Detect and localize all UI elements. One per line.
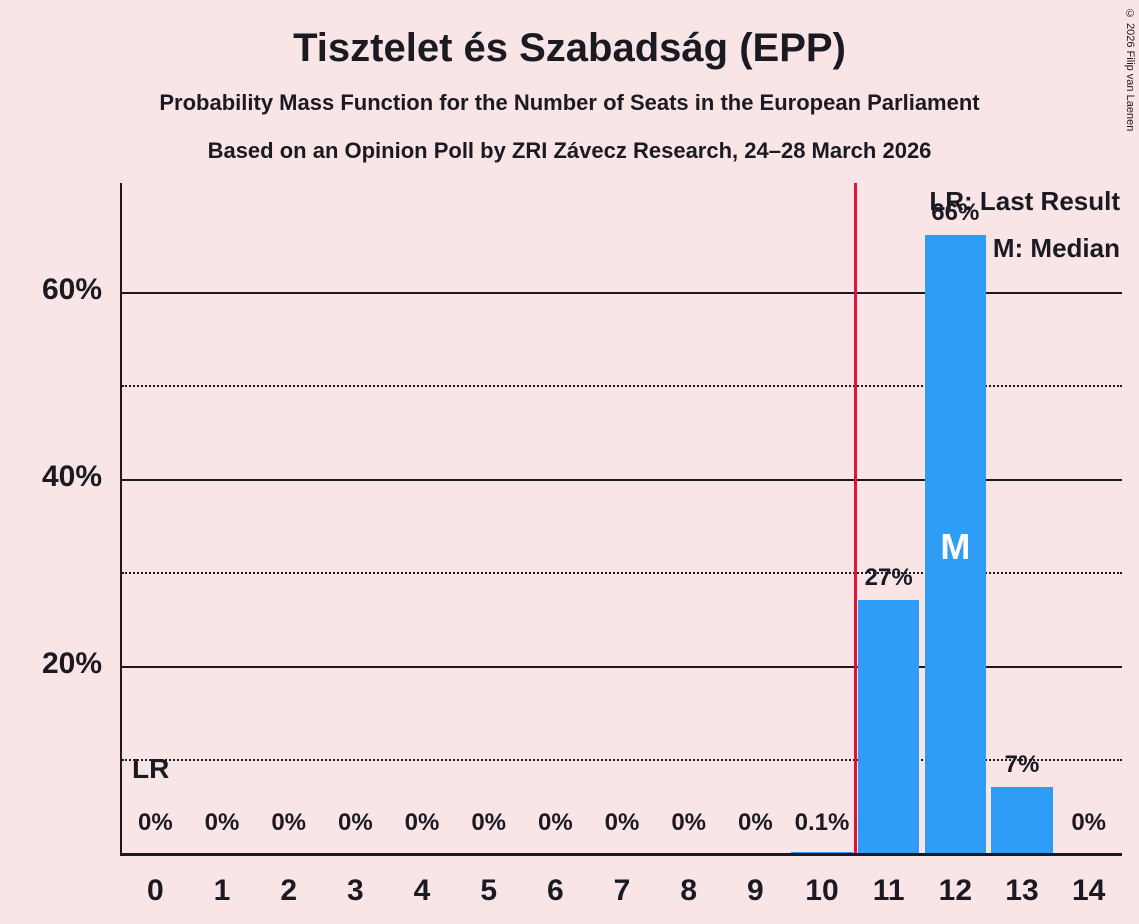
chart-poll-source: Based on an Opinion Poll by ZRI Závecz R… xyxy=(207,138,932,163)
x-axis-tick-label: 0 xyxy=(146,874,164,907)
x-axis-tick-label: 11 xyxy=(872,874,905,907)
x-axis-tick-label: 10 xyxy=(805,874,839,907)
x-axis-tick-label: 7 xyxy=(613,874,631,907)
last-result-label: LR xyxy=(132,753,170,784)
gridline-40pct xyxy=(122,478,1122,481)
bar-value-label: 27% xyxy=(864,564,913,591)
bar-value-label: 0% xyxy=(204,809,240,836)
bar-value-label: 0% xyxy=(471,809,506,836)
y-axis-tick-label: 60% xyxy=(41,272,102,306)
bar-value-label: 0% xyxy=(537,809,573,836)
x-axis-tick-label: 9 xyxy=(746,874,764,907)
x-axis-tick-label: 6 xyxy=(546,874,564,907)
bar-value-label: 66% xyxy=(931,199,980,226)
legend-last-result: LR: Last Result xyxy=(929,186,1120,216)
bar-seats-12 xyxy=(924,235,987,853)
bar-value-label: 0% xyxy=(671,809,706,836)
x-axis-tick-label: 14 xyxy=(1071,874,1106,907)
median-marker: M xyxy=(940,526,971,568)
chart-title: Tisztelet és Szabadság (EPP) xyxy=(293,26,846,70)
gridline-50pct xyxy=(122,385,1122,388)
x-axis-tick-label: 4 xyxy=(413,874,431,907)
legend-median: M: Median xyxy=(992,233,1120,263)
bar-seats-11 xyxy=(857,600,920,853)
x-axis-tick-label: 5 xyxy=(480,874,497,907)
last-result-line xyxy=(853,183,857,853)
plot-area: 0% 0 0% 1 0% 2 0% 3 0% 4 0% 5 0% 6 0% 7 0% 8 0% 9 0.1% 10 27% 1… xyxy=(120,183,1122,907)
bar-value-label: 0% xyxy=(404,809,440,836)
bar-value-label: 0% xyxy=(137,809,173,836)
bar-value-label: 0.1% xyxy=(794,809,850,836)
bar-seats-13 xyxy=(991,787,1053,853)
x-axis-tick-label: 13 xyxy=(1005,874,1039,907)
bar-value-label: 0% xyxy=(737,809,773,836)
bar-value-label: 0% xyxy=(337,809,373,836)
x-axis-tick-label: 1 xyxy=(213,874,231,907)
x-axis-tick-label: 2 xyxy=(280,874,297,907)
bar-value-label: 7% xyxy=(1004,751,1040,778)
bar-seats-10 xyxy=(791,852,853,853)
chart-subtitle: Probability Mass Function for the Number… xyxy=(159,90,980,115)
copyright-notice: © 2026 Filip van Laenen xyxy=(1124,8,1136,132)
bar-value-label: 0% xyxy=(271,809,306,836)
bar-value-label: 0% xyxy=(604,809,640,836)
x-axis-tick-label: 3 xyxy=(346,874,364,907)
x-axis-tick-label: 8 xyxy=(680,874,697,907)
gridline-60pct xyxy=(122,291,1122,294)
y-axis-tick-label: 20% xyxy=(41,646,102,680)
gridline-30pct xyxy=(122,572,1122,575)
gridline-20pct xyxy=(122,665,1122,668)
bar-value-label: 0% xyxy=(1071,809,1106,836)
x-axis-tick-label: 12 xyxy=(938,874,973,907)
y-axis-tick-label: 40% xyxy=(41,459,102,493)
gridline-10pct xyxy=(122,759,1122,762)
